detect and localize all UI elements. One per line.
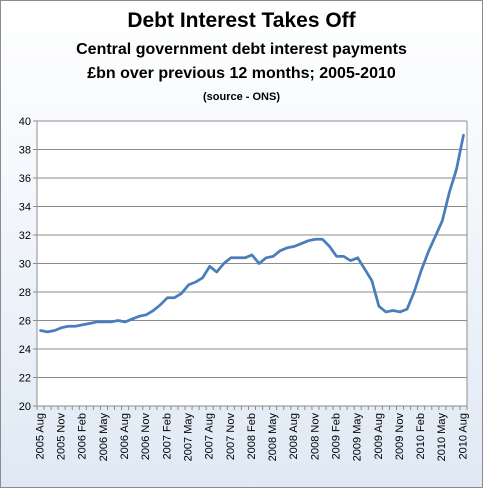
x-tick-label: 2006 Nov: [140, 413, 152, 461]
x-tick-label: 2005 Nov: [56, 413, 68, 461]
y-tick-label: 28: [19, 287, 31, 299]
x-tick-label: 2008 Nov: [309, 413, 321, 461]
x-tick-label: 2008 May: [267, 413, 279, 462]
chart-subtitle-line-1: Central government debt interest payment…: [76, 41, 407, 58]
y-tick-label: 24: [19, 344, 31, 356]
chart-source: (source - ONS): [202, 91, 280, 103]
x-tick-label: 2007 Nov: [225, 413, 237, 461]
y-tick-label: 22: [19, 373, 31, 385]
y-tick-label: 20: [19, 401, 31, 413]
x-tick-label: 2006 Aug: [119, 413, 131, 460]
x-tick-label: 2006 May: [98, 413, 110, 462]
y-tick-label: 34: [19, 202, 31, 214]
x-tick-label: 2010 May: [436, 413, 448, 462]
x-tick-label: 2005 Aug: [34, 413, 46, 460]
series-line: [39, 133, 465, 334]
y-tick-label: 38: [19, 145, 31, 157]
x-tick-label: 2010 Aug: [457, 413, 469, 460]
x-tick-label: 2008 Feb: [246, 413, 258, 459]
x-tick-label: 2007 Feb: [161, 413, 173, 459]
x-tick-label: 2008 Aug: [288, 413, 300, 460]
chart-subtitle-line-2: £bn over previous 12 months; 2005-2010: [87, 65, 396, 82]
y-tick-label: 26: [19, 316, 31, 328]
y-tick-label: 32: [19, 230, 31, 242]
y-tick-label: 30: [19, 259, 31, 271]
chart-title: Debt Interest Takes Off: [127, 9, 356, 32]
x-tick-label: 2009 May: [352, 413, 364, 462]
x-tick-label: 2010 Feb: [415, 413, 427, 459]
x-tick-label: 2009 Feb: [330, 413, 342, 459]
x-tick-label: 2007 May: [182, 413, 194, 462]
y-tick-label: 36: [19, 173, 31, 185]
x-tick-label: 2007 Aug: [204, 413, 216, 460]
x-tick-label: 2009 Nov: [394, 413, 406, 461]
y-tick-label: 40: [19, 116, 31, 128]
x-tick-label: 2009 Aug: [373, 413, 385, 460]
x-tick-label: 2006 Feb: [77, 413, 89, 459]
